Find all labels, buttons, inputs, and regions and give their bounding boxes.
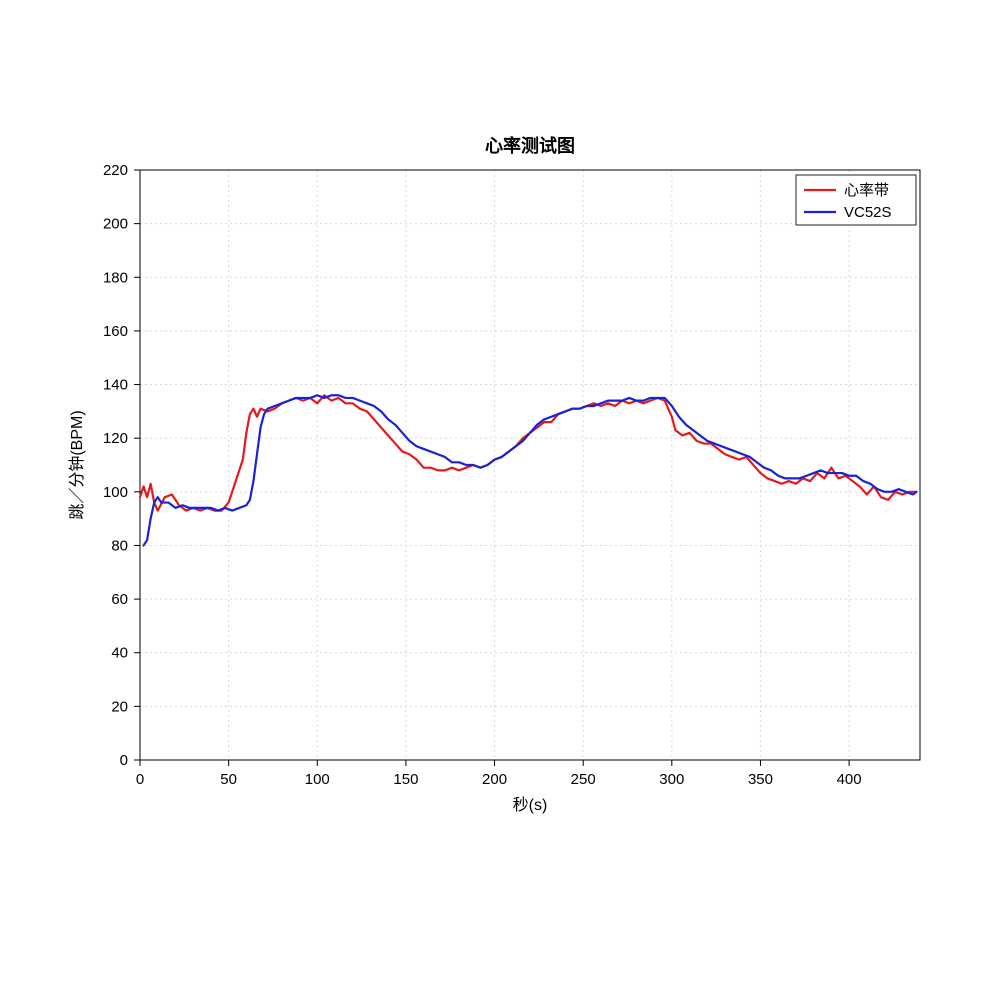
y-tick-label: 60 — [111, 591, 128, 608]
y-tick-label: 40 — [111, 645, 128, 662]
y-tick-label: 160 — [103, 323, 128, 340]
legend-label: VC52S — [844, 204, 892, 221]
x-tick-label: 0 — [136, 771, 144, 788]
x-tick-label: 150 — [393, 771, 418, 788]
x-tick-label: 200 — [482, 771, 507, 788]
x-tick-label: 50 — [220, 771, 237, 788]
x-tick-label: 100 — [305, 771, 330, 788]
y-tick-label: 140 — [103, 377, 128, 394]
x-tick-label: 300 — [659, 771, 684, 788]
y-tick-label: 180 — [103, 269, 128, 286]
x-tick-label: 350 — [748, 771, 773, 788]
chart-title: 心率测试图 — [485, 135, 575, 156]
y-tick-label: 20 — [111, 698, 128, 715]
y-tick-label: 200 — [103, 216, 128, 233]
y-tick-label: 220 — [103, 162, 128, 179]
y-tick-label: 120 — [103, 430, 128, 447]
heart-rate-chart: 0 50 100 150 200 250 300 350 400 0 20 40 60 80 100 120 1… — [0, 0, 1000, 1000]
y-axis-label: 跳／分钟(BPM) — [68, 410, 86, 519]
y-tick-label: 100 — [103, 484, 128, 501]
x-tick-label: 400 — [837, 771, 862, 788]
y-tick-label: 0 — [120, 752, 128, 769]
x-tick-label: 250 — [571, 771, 596, 788]
y-tick-label: 80 — [111, 537, 128, 554]
x-axis-label: 秒(s) — [513, 796, 548, 814]
chart-svg: 0 50 100 150 200 250 300 350 400 0 20 40 60 80 100 120 1… — [0, 0, 1000, 1000]
legend-label: 心率带 — [844, 182, 889, 199]
